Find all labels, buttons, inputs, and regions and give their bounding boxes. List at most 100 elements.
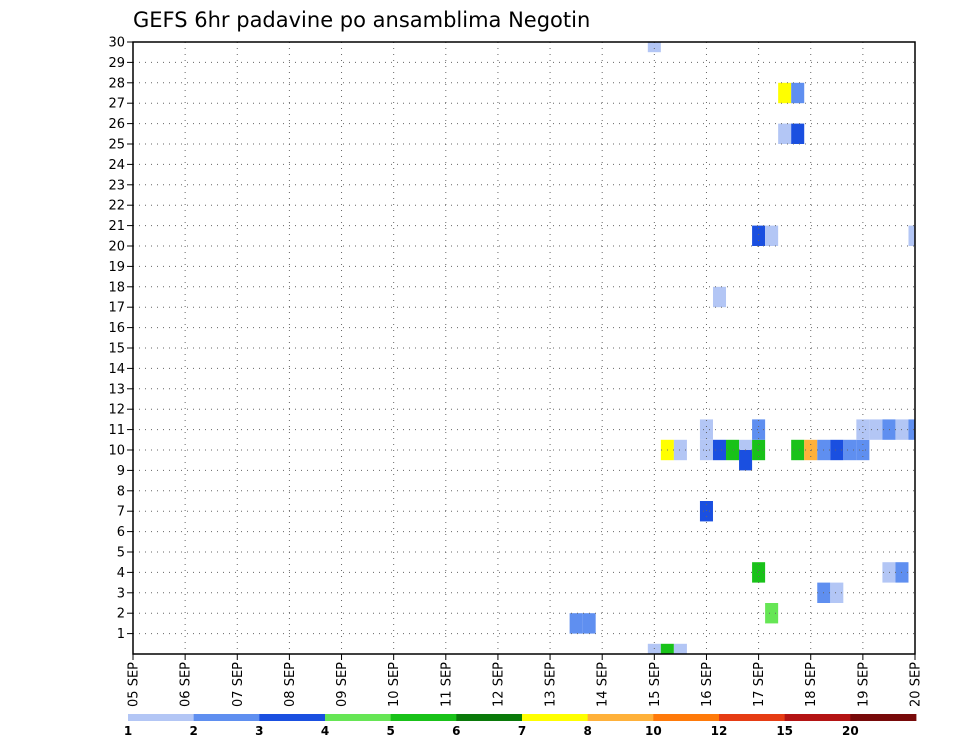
y-tick-label: 28 [108, 76, 125, 91]
y-tick-label: 18 [108, 280, 125, 295]
colorbar-segment [259, 714, 326, 721]
y-tick-label: 29 [108, 56, 125, 71]
colorbar-label: 12 [711, 724, 728, 738]
colorbar-label: 7 [518, 724, 526, 738]
colorbar-legend: 1 2 3 4 5 6 7 8 10 12 15 20 [124, 714, 917, 738]
y-tick-label: 25 [108, 138, 125, 153]
heatmap-cell [752, 225, 766, 246]
y-tick-label: 27 [108, 97, 125, 112]
colorbar-label: 6 [452, 724, 460, 738]
colorbar-segment [784, 714, 851, 721]
x-tick-label: 10 SEP [387, 662, 402, 707]
x-tick-label: 17 SEP [752, 662, 767, 707]
heatmap-cell [765, 225, 779, 246]
heatmap-cell [660, 643, 674, 654]
colorbar-segment [456, 714, 523, 721]
y-tick-label: 4 [117, 566, 125, 581]
heatmap-cell [856, 419, 870, 440]
y-tick-label: 6 [117, 525, 125, 540]
heatmap-cell [569, 613, 583, 634]
y-tick-label: 7 [117, 505, 125, 520]
x-tick-label: 05 SEP [127, 662, 142, 707]
colorbar-segment [193, 714, 260, 721]
x-tick-label: 18 SEP [804, 662, 819, 707]
grid-lines [133, 42, 915, 654]
y-tick-label: 22 [108, 199, 125, 214]
colorbar-segment [522, 714, 589, 721]
colorbar-label: 5 [386, 724, 394, 738]
colorbar-label: 2 [189, 724, 197, 738]
y-tick-label: 13 [108, 382, 125, 397]
colorbar-segment [719, 714, 786, 721]
heatmap-cell [791, 439, 805, 461]
y-tick-label: 2 [117, 607, 125, 622]
x-tick-label: 09 SEP [335, 662, 350, 707]
colorbar-label: 4 [321, 724, 329, 738]
heatmap-cell [882, 562, 896, 583]
y-tick-label: 5 [117, 546, 125, 561]
colorbar-segment [653, 714, 720, 721]
colorbar-label: 3 [255, 724, 263, 738]
y-tick-label: 11 [108, 423, 125, 438]
heatmap-cell [647, 42, 661, 53]
heatmap-cell [739, 450, 753, 471]
y-tick-label: 21 [108, 219, 125, 234]
x-tick-label: 06 SEP [179, 662, 194, 707]
heatmap-cell [699, 501, 713, 522]
colorbar-label: 10 [645, 724, 662, 738]
x-tick-label: 14 SEP [596, 662, 611, 707]
chart-title: GEFS 6hr padavine po ansamblima Negotin [133, 8, 590, 32]
heatmap-cell [791, 82, 805, 104]
y-tick-label: 10 [108, 444, 125, 459]
heatmap-cell [712, 286, 727, 308]
y-tick-label: 15 [108, 342, 125, 357]
colorbar-segment [850, 714, 917, 721]
x-axis: 05 SEP 06 SEP 07 SEP 08 SEP 09 SEP 10 SEP 11 S… [127, 654, 924, 707]
heatmap-cells [569, 42, 915, 654]
heatmap-cell [726, 439, 740, 461]
colorbar-label: 8 [583, 724, 591, 738]
x-tick-label: 16 SEP [700, 662, 715, 707]
heatmap-cell [699, 419, 713, 440]
y-tick-label: 14 [108, 362, 125, 377]
heatmap-cell [712, 439, 727, 461]
y-tick-label: 20 [108, 240, 125, 255]
y-tick-label: 12 [108, 403, 125, 418]
heatmap-cell [882, 419, 896, 440]
x-tick-label: 12 SEP [491, 662, 506, 707]
y-axis: 1234567891011121314151617181920212223242… [108, 36, 133, 642]
heatmap-cell [582, 613, 596, 634]
x-tick-label: 13 SEP [544, 662, 559, 707]
y-tick-label: 23 [108, 178, 125, 193]
heatmap-cell [791, 123, 805, 144]
colorbar-segment [390, 714, 457, 721]
heatmap-cell [908, 419, 915, 440]
heatmap-cell [765, 603, 779, 624]
y-tick-label: 1 [117, 627, 125, 642]
heatmap-cell [752, 562, 766, 583]
x-tick-label: 08 SEP [283, 662, 298, 707]
y-tick-label: 30 [108, 36, 125, 51]
heatmap-cell [830, 582, 844, 603]
heatmap-cell [830, 439, 844, 461]
y-tick-label: 3 [117, 586, 125, 601]
heatmap-cell [869, 419, 883, 440]
heatmap-cell [752, 419, 766, 440]
colorbar-label: 20 [842, 724, 859, 738]
heatmap-cell [778, 123, 792, 144]
x-tick-label: 20 SEP [909, 662, 924, 707]
x-tick-label: 07 SEP [231, 662, 246, 707]
colorbar-label: 1 [124, 724, 132, 738]
y-tick-label: 8 [117, 484, 125, 499]
y-tick-label: 16 [108, 321, 125, 336]
heatmap-cell [673, 439, 687, 461]
y-tick-label: 26 [108, 117, 125, 132]
x-tick-label: 11 SEP [439, 662, 454, 707]
x-tick-label: 15 SEP [648, 662, 663, 707]
y-tick-label: 24 [108, 158, 125, 173]
y-tick-label: 19 [108, 260, 125, 275]
colorbar-label: 15 [776, 724, 793, 738]
heatmap-cell [843, 439, 857, 461]
colorbar-segment [587, 714, 654, 721]
